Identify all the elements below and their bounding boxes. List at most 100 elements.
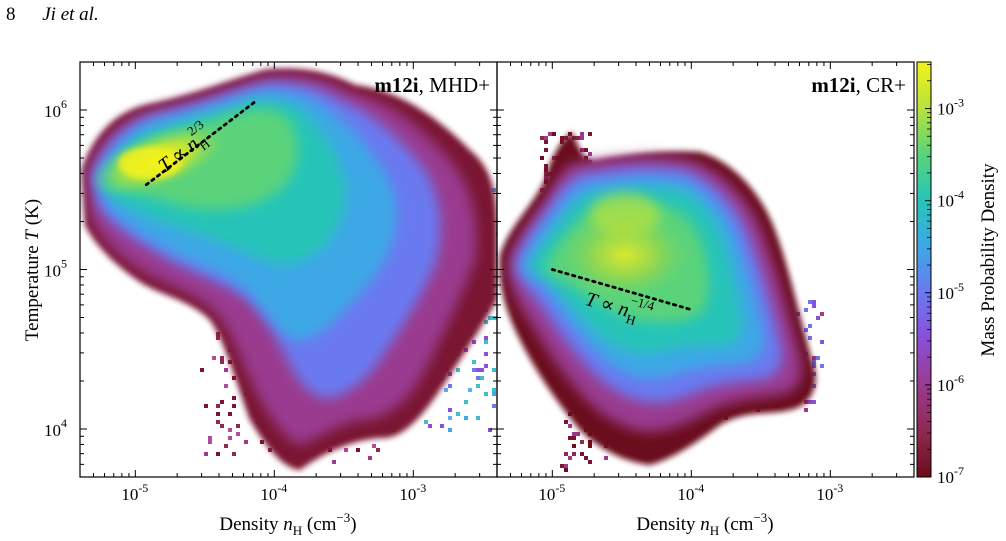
histogram-pixel <box>220 360 224 364</box>
histogram-pixel <box>220 356 224 360</box>
fit-label-cr-exp: −1/4 <box>629 293 657 314</box>
histogram-pixel <box>564 468 568 472</box>
histogram-pixel <box>448 416 452 420</box>
histogram-pixel <box>492 188 496 192</box>
histogram-pixel <box>560 136 564 140</box>
histogram-pixel <box>568 424 572 428</box>
y-tick-label: 106 <box>44 97 67 121</box>
y-tick-label: 104 <box>44 416 67 440</box>
running-header: 8 Ji et al. <box>6 4 99 26</box>
histogram-pixel <box>200 368 204 372</box>
histogram-pixel <box>572 452 576 456</box>
colorbar-tick-label: 10-6 <box>937 372 964 395</box>
histogram-pixel <box>492 404 496 408</box>
histogram-pixel <box>580 148 584 152</box>
histogram-pixel <box>212 356 216 360</box>
histogram-pixel <box>468 388 472 392</box>
histogram-pixel <box>224 368 228 372</box>
histogram-pixel <box>548 132 552 136</box>
histogram-pixel <box>804 408 808 412</box>
histogram-pixel <box>472 360 476 364</box>
histogram-pixel <box>572 444 576 448</box>
histogram-pixel <box>428 424 432 428</box>
histogram-pixel <box>584 148 588 152</box>
histogram-pixel <box>424 420 428 424</box>
histogram-pixel <box>544 140 548 144</box>
histogram-pixel <box>812 364 816 368</box>
histogram-pixel <box>476 376 480 380</box>
histogram-pixel <box>816 316 820 320</box>
histogram-pixel <box>812 360 816 364</box>
histogram-pixel <box>224 384 228 388</box>
histogram-pixel <box>228 428 232 432</box>
histogram-pixel <box>808 400 812 404</box>
histogram-pixel <box>808 300 812 304</box>
histogram-pixel <box>488 316 492 320</box>
histogram-pixel <box>588 444 592 448</box>
histogram-pixel <box>216 420 220 424</box>
histogram-pixel <box>232 396 236 400</box>
histogram-pixel <box>456 412 460 416</box>
histogram-pixel <box>820 312 824 316</box>
histogram-pixel <box>604 456 608 460</box>
x-tick-label: 10-5 <box>121 481 148 504</box>
histogram-pixel <box>484 352 488 356</box>
histogram-pixel <box>216 336 220 340</box>
ticks-mhd: 10-5 10-4 10-3 104 105 106 <box>44 61 498 504</box>
histogram-pixel <box>344 448 348 452</box>
histogram-pixel <box>268 448 272 452</box>
histogram-pixel <box>448 428 452 432</box>
histogram-pixel <box>568 456 572 460</box>
colorbar-gradient <box>916 61 932 478</box>
histogram-pixel <box>488 428 492 432</box>
panel-title-cr: m12i, CR+ <box>811 73 906 97</box>
histogram-pixel <box>540 136 544 140</box>
histogram-pixel <box>220 400 224 404</box>
heatmap-cr <box>499 132 824 472</box>
histogram-pixel <box>232 376 236 380</box>
page-number: 8 <box>6 4 16 25</box>
histogram-pixel <box>588 132 592 136</box>
histogram-pixel <box>816 356 820 360</box>
histogram-pixel <box>564 464 568 468</box>
histogram-pixel <box>484 392 488 396</box>
histogram-pixel <box>332 460 336 464</box>
histogram-pixel <box>580 136 584 140</box>
histogram-pixel <box>492 392 496 396</box>
histogram-pixel <box>372 444 376 448</box>
y-tick-label: 105 <box>44 257 67 281</box>
histogram-pixel <box>356 448 360 452</box>
histogram-pixel <box>812 400 816 404</box>
fit-label-cr-sub: H <box>624 311 637 328</box>
x-tick-label: 10-3 <box>399 481 426 504</box>
colorbar-tick-label: 10-7 <box>937 464 964 487</box>
histogram-pixel <box>808 324 812 328</box>
histogram-pixel <box>492 388 496 392</box>
colorbar-label: Mass Probability Density <box>978 163 999 357</box>
colorbar-tick-label: 10-3 <box>937 96 964 119</box>
histogram-pixel <box>480 376 484 380</box>
histogram-pixel <box>500 336 504 340</box>
histogram-pixel <box>216 332 220 336</box>
histogram-pixel <box>228 412 232 416</box>
histogram-pixel <box>560 464 564 468</box>
histogram-pixel <box>584 456 588 460</box>
histogram-pixel <box>216 452 220 456</box>
xlabel-mhd: Density nH (cm−3) <box>219 510 356 538</box>
histogram-pixel <box>476 416 480 420</box>
panel-title-mhd-rest: , MHD+ <box>419 73 490 97</box>
histogram-pixel <box>552 132 556 136</box>
histogram-pixel <box>808 336 812 340</box>
histogram-pixel <box>456 368 460 372</box>
histogram-pixel <box>232 452 236 456</box>
histogram-pixel <box>812 300 816 304</box>
histogram-pixel <box>228 436 232 440</box>
histogram-pixel <box>568 436 572 440</box>
histogram-pixel <box>576 432 580 436</box>
colorbar-tick-label: 10-4 <box>937 188 964 211</box>
colorbar-tick-label: 10-5 <box>937 280 964 303</box>
colorbar: 10-3 10-4 10-5 10-6 10-7 Mass Probability De… <box>916 61 999 487</box>
histogram-pixel <box>484 336 488 340</box>
histogram-pixel <box>480 368 484 372</box>
